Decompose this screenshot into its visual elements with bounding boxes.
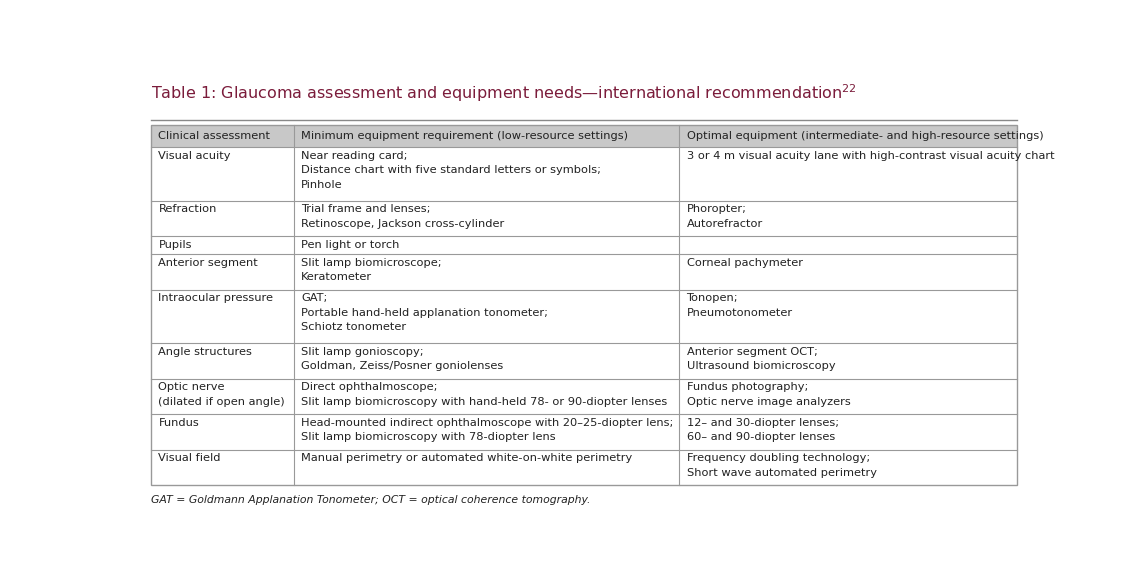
Text: Fundus photography;
Optic nerve image analyzers: Fundus photography; Optic nerve image an…	[686, 382, 850, 407]
Text: 3 or 4 m visual acuity lane with high-contrast visual acuity chart: 3 or 4 m visual acuity lane with high-co…	[686, 151, 1054, 161]
Text: Visual acuity: Visual acuity	[158, 151, 231, 161]
Text: Pupils: Pupils	[158, 240, 192, 250]
Text: 12– and 30-diopter lenses;
60– and 90-diopter lenses: 12– and 30-diopter lenses; 60– and 90-di…	[686, 418, 839, 442]
Text: Anterior segment: Anterior segment	[158, 258, 258, 268]
Text: Corneal pachymeter: Corneal pachymeter	[686, 258, 803, 268]
Text: Trial frame and lenses;
Retinoscope, Jackson cross-cylinder: Trial frame and lenses; Retinoscope, Jac…	[301, 204, 505, 229]
Text: Frequency doubling technology;
Short wave automated perimetry: Frequency doubling technology; Short wav…	[686, 454, 877, 478]
Text: Refraction: Refraction	[158, 204, 217, 214]
Text: Head-mounted indirect ophthalmoscope with 20–25-diopter lens;
Slit lamp biomicro: Head-mounted indirect ophthalmoscope wit…	[301, 418, 674, 442]
Text: Table 1: Glaucoma assessment and equipment needs—international recommendation$^{: Table 1: Glaucoma assessment and equipme…	[152, 83, 857, 105]
Text: Anterior segment OCT;
Ultrasound biomicroscopy: Anterior segment OCT; Ultrasound biomicr…	[686, 347, 836, 371]
Text: Pen light or torch: Pen light or torch	[301, 240, 400, 250]
Text: Fundus: Fundus	[158, 418, 199, 428]
Bar	[152, 125, 1017, 486]
Text: Clinical assessment: Clinical assessment	[158, 131, 270, 141]
Text: Slit lamp biomicroscope;
Keratometer: Slit lamp biomicroscope; Keratometer	[301, 258, 442, 282]
Text: Visual field: Visual field	[158, 454, 221, 464]
Text: Optic nerve
(dilated if open angle): Optic nerve (dilated if open angle)	[158, 382, 285, 407]
Text: Optimal equipment (intermediate- and high-resource settings): Optimal equipment (intermediate- and hig…	[686, 131, 1043, 141]
Text: GAT = Goldmann Applanation Tonometer; OCT = optical coherence tomography.: GAT = Goldmann Applanation Tonometer; OC…	[152, 495, 591, 505]
Text: Intraocular pressure: Intraocular pressure	[158, 293, 274, 303]
Text: Manual perimetry or automated white-on-white perimetry: Manual perimetry or automated white-on-w…	[301, 454, 633, 464]
Text: Angle structures: Angle structures	[158, 347, 252, 357]
Text: Phoropter;
Autorefractor: Phoropter; Autorefractor	[686, 204, 763, 229]
Text: Slit lamp gonioscopy;
Goldman, Zeiss/Posner goniolenses: Slit lamp gonioscopy; Goldman, Zeiss/Pos…	[301, 347, 504, 371]
Text: Direct ophthalmoscope;
Slit lamp biomicroscopy with hand-held 78- or 90-diopter : Direct ophthalmoscope; Slit lamp biomicr…	[301, 382, 668, 407]
Text: Tonopen;
Pneumotonometer: Tonopen; Pneumotonometer	[686, 293, 792, 318]
Text: Minimum equipment requirement (low-resource settings): Minimum equipment requirement (low-resou…	[301, 131, 628, 141]
Text: GAT;
Portable hand-held applanation tonometer;
Schiotz tonometer: GAT; Portable hand-held applanation tono…	[301, 293, 548, 332]
Text: Near reading card;
Distance chart with five standard letters or symbols;
Pinhole: Near reading card; Distance chart with f…	[301, 151, 601, 190]
Bar	[152, 125, 1017, 147]
